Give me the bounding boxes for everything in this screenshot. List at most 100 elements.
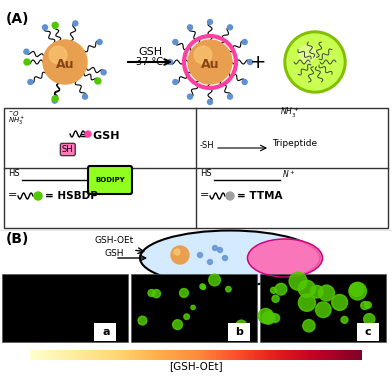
Circle shape	[361, 302, 369, 310]
Circle shape	[194, 46, 212, 64]
Circle shape	[152, 290, 160, 298]
Circle shape	[258, 308, 273, 323]
Circle shape	[97, 40, 102, 44]
Circle shape	[223, 256, 227, 261]
Text: a: a	[102, 327, 110, 337]
Text: HS: HS	[200, 169, 212, 178]
Circle shape	[207, 20, 212, 25]
Circle shape	[319, 285, 334, 301]
Circle shape	[82, 94, 87, 99]
Circle shape	[187, 94, 192, 99]
Circle shape	[167, 60, 172, 64]
Circle shape	[200, 284, 205, 289]
Circle shape	[349, 282, 367, 300]
Text: HS: HS	[8, 169, 20, 178]
Circle shape	[310, 285, 323, 298]
Ellipse shape	[140, 230, 320, 285]
Circle shape	[172, 320, 183, 329]
Circle shape	[242, 80, 247, 84]
Circle shape	[85, 131, 91, 137]
Text: Au: Au	[201, 58, 219, 70]
Circle shape	[226, 287, 231, 292]
Circle shape	[42, 25, 47, 30]
Circle shape	[316, 302, 331, 317]
Circle shape	[212, 245, 218, 250]
Circle shape	[218, 247, 223, 253]
Text: $N^+$: $N^+$	[282, 168, 296, 180]
Text: Au: Au	[56, 58, 74, 70]
Circle shape	[49, 46, 67, 64]
Circle shape	[270, 287, 277, 293]
Text: =: =	[8, 190, 17, 200]
Text: [GSH-OEt]: [GSH-OEt]	[169, 361, 223, 371]
Circle shape	[332, 294, 348, 310]
Text: $NH_3^+$: $NH_3^+$	[8, 115, 25, 127]
Circle shape	[198, 253, 203, 257]
Circle shape	[271, 314, 279, 322]
Circle shape	[341, 316, 348, 323]
Circle shape	[227, 94, 232, 99]
Circle shape	[184, 314, 189, 319]
Text: GSH-OEt: GSH-OEt	[95, 236, 134, 245]
Circle shape	[24, 59, 30, 65]
Circle shape	[95, 78, 101, 84]
Circle shape	[207, 100, 212, 104]
Text: GSH: GSH	[105, 249, 125, 258]
Circle shape	[236, 320, 247, 331]
Circle shape	[52, 22, 58, 28]
Circle shape	[201, 285, 206, 290]
Circle shape	[247, 60, 252, 64]
Circle shape	[148, 290, 155, 296]
FancyBboxPatch shape	[94, 323, 116, 341]
Circle shape	[272, 295, 279, 302]
Text: +: +	[250, 52, 266, 72]
FancyBboxPatch shape	[88, 166, 132, 194]
Circle shape	[73, 21, 78, 26]
Circle shape	[28, 80, 33, 84]
Bar	[4, 108, 388, 228]
Text: = GSH: = GSH	[80, 131, 120, 141]
Text: 37 °C: 37 °C	[136, 57, 163, 67]
Circle shape	[275, 284, 287, 295]
Circle shape	[138, 316, 147, 325]
Circle shape	[52, 96, 58, 102]
Bar	[131, 274, 257, 342]
FancyBboxPatch shape	[357, 323, 379, 341]
Circle shape	[174, 249, 180, 255]
Circle shape	[207, 259, 212, 265]
Text: Tripeptide: Tripeptide	[272, 139, 317, 148]
Circle shape	[298, 294, 316, 311]
Circle shape	[289, 272, 307, 290]
Circle shape	[262, 311, 275, 324]
Circle shape	[24, 49, 29, 54]
Text: GSH: GSH	[138, 47, 162, 57]
Circle shape	[188, 40, 232, 84]
Circle shape	[287, 34, 343, 90]
Circle shape	[173, 80, 178, 84]
Circle shape	[101, 70, 106, 75]
Circle shape	[226, 192, 234, 200]
Circle shape	[173, 40, 178, 44]
Circle shape	[298, 280, 316, 297]
Text: -SH: -SH	[200, 141, 215, 150]
Circle shape	[284, 31, 346, 93]
Circle shape	[303, 320, 315, 332]
Circle shape	[227, 25, 232, 30]
Text: $NH_3^+$: $NH_3^+$	[280, 106, 299, 121]
Circle shape	[43, 40, 87, 84]
Circle shape	[187, 25, 192, 30]
Circle shape	[242, 40, 247, 44]
Ellipse shape	[247, 239, 323, 277]
Text: b: b	[235, 327, 243, 337]
Text: =: =	[200, 190, 209, 200]
Text: BODIPY: BODIPY	[95, 177, 125, 183]
Circle shape	[171, 246, 189, 264]
Text: $^{-}O$: $^{-}O$	[8, 109, 20, 118]
Text: = HSBDP: = HSBDP	[45, 191, 98, 201]
Bar	[2, 274, 128, 342]
Circle shape	[34, 192, 42, 200]
Circle shape	[191, 305, 195, 310]
Text: SH: SH	[62, 145, 74, 154]
Text: = TTMA: = TTMA	[237, 191, 283, 201]
Text: (B): (B)	[6, 232, 29, 246]
